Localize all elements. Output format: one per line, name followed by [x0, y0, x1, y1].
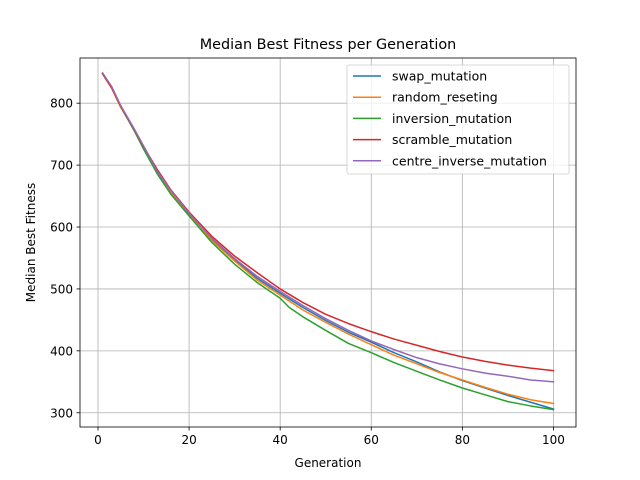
chart-title: Median Best Fitness per Generation — [200, 37, 457, 53]
legend-label: inversion_mutation — [392, 111, 512, 126]
x-tick-label: 20 — [181, 433, 196, 447]
x-axis-label: Generation — [295, 456, 362, 470]
x-tick-label: 60 — [364, 433, 379, 447]
legend-label: swap_mutation — [392, 69, 487, 84]
series-line-centre-inverse-mutation — [101, 71, 555, 383]
axis-ticks: 0 20 40 60 80 100 300 400 500 600 700 800 — [50, 97, 565, 447]
legend-label: scramble_mutation — [392, 132, 512, 147]
x-tick-label: 0 — [94, 433, 102, 447]
y-tick-label: 800 — [50, 97, 73, 111]
y-tick-label: 400 — [50, 344, 73, 358]
legend: swap_mutation random_reseting inversion_mu… — [346, 64, 570, 175]
legend-box — [346, 64, 570, 175]
legend-label: centre_inverse_mutation — [392, 153, 547, 168]
y-tick-label: 700 — [50, 159, 73, 173]
y-tick-label: 300 — [50, 406, 73, 420]
x-tick-label: 80 — [455, 433, 470, 447]
legend-label: random_reseting — [392, 90, 498, 105]
series-lines — [101, 71, 555, 411]
y-tick-label: 500 — [50, 282, 73, 296]
plot-frame — [79, 57, 577, 428]
x-tick-label: 40 — [273, 433, 288, 447]
series-line-inversion-mutation — [101, 72, 555, 411]
x-tick-label: 100 — [542, 433, 565, 447]
y-axis-label: Median Best Fitness — [24, 183, 38, 302]
y-tick-label: 600 — [50, 221, 73, 235]
